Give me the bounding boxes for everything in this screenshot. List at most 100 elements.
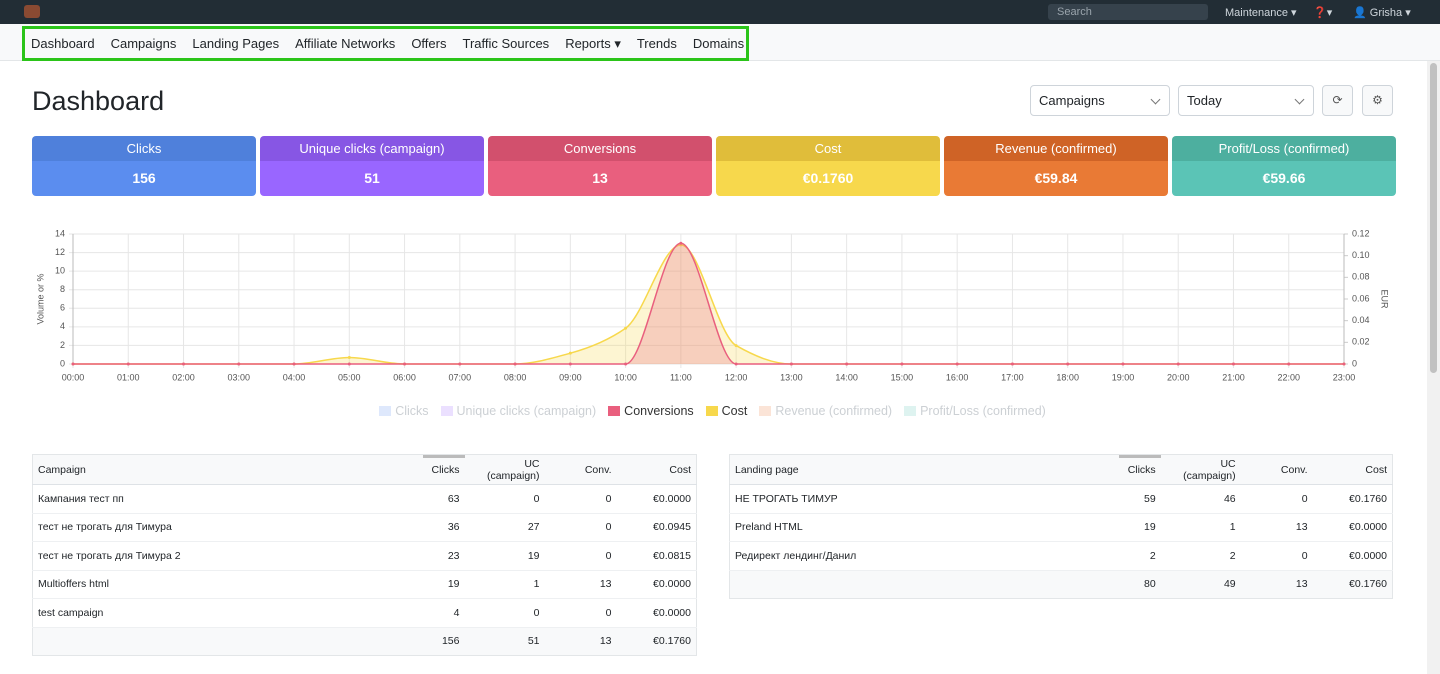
nav-link[interactable]: Campaigns <box>110 36 177 51</box>
nav-link[interactable]: Reports ▾ <box>565 35 621 51</box>
point <box>1066 362 1070 366</box>
table-cell: Multioffers html <box>32 569 423 599</box>
card-label: Clicks <box>32 136 256 161</box>
x-tick-label: 01:00 <box>117 372 140 382</box>
column-header[interactable]: Cost <box>1312 454 1393 485</box>
legend-label: Cost <box>721 404 748 418</box>
point <box>734 362 738 366</box>
table-cell: 1 <box>1160 512 1241 542</box>
column-header[interactable]: Clicks <box>422 454 465 485</box>
x-tick-label: 12:00 <box>725 372 748 382</box>
user-menu[interactable]: 👤 Grisha ▾ <box>1353 7 1411 19</box>
x-tick-label: 14:00 <box>835 372 858 382</box>
table-row: НЕ ТРОГАТЬ ТИМУР 59 46 0 €0.1760 <box>729 484 1393 513</box>
column-header[interactable]: UC (campaign) <box>464 454 545 485</box>
point <box>126 362 130 366</box>
settings-button[interactable]: ⚙ <box>1362 85 1393 116</box>
table-cell: €0.1760 <box>1312 484 1393 513</box>
x-tick-label: 05:00 <box>338 372 361 382</box>
menu-label: Grisha <box>1369 7 1403 19</box>
point <box>624 326 628 330</box>
point <box>513 362 517 366</box>
legend: Clicks Unique clicks (campaign) Conversion… <box>0 404 1425 418</box>
table-cell: Редирект лендинг/Данил <box>729 541 1119 570</box>
maintenance-menu[interactable]: Maintenance ▾ <box>1225 7 1297 19</box>
menu-label: Maintenance <box>1225 7 1288 19</box>
table-cell: тест не трогать для Тимура <box>32 512 423 542</box>
nav-link[interactable]: Dashboard <box>31 36 95 51</box>
total-row: 80 49 13 €0.1760 <box>729 569 1393 599</box>
y2-tick-label: 0.06 <box>1352 293 1370 303</box>
table-cell: 0 <box>1240 484 1313 513</box>
table-cell: €0.0000 <box>616 569 697 599</box>
table-cell: НЕ ТРОГАТЬ ТИМУР <box>729 484 1119 513</box>
point <box>1231 362 1235 366</box>
nav-link[interactable]: Domains <box>692 36 745 51</box>
column-header[interactable]: Cost <box>616 454 697 485</box>
search-input[interactable]: Search <box>1048 4 1208 20</box>
point <box>458 362 462 366</box>
legend-label: Unique clicks (campaign) <box>456 404 597 418</box>
table-cell: €0.0000 <box>1312 512 1393 542</box>
y-tick-label: 0 <box>60 358 65 368</box>
table-cell: 1 <box>464 569 545 599</box>
logo[interactable] <box>24 5 40 18</box>
x-tick-label: 16:00 <box>946 372 969 382</box>
table-cell: €0.0000 <box>1312 541 1393 570</box>
card-value: 13 <box>488 161 712 196</box>
legend-item[interactable]: Clicks <box>379 404 429 418</box>
nav-link[interactable]: Traffic Sources <box>462 36 550 51</box>
column-header[interactable]: Landing page <box>729 454 1119 485</box>
x-tick-label: 23:00 <box>1333 372 1356 382</box>
legend-label: Profit/Loss (confirmed) <box>920 404 1046 418</box>
table-cell: Preland HTML <box>729 512 1119 542</box>
y2-tick-label: 0.08 <box>1352 272 1370 282</box>
nav-link[interactable]: Trends <box>636 36 677 51</box>
legend-swatch <box>379 406 392 416</box>
period-select[interactable]: Today <box>1178 85 1314 116</box>
card-label: Profit/Loss (confirmed) <box>1172 136 1396 161</box>
column-header[interactable]: Conv. <box>1240 454 1313 485</box>
x-tick-label: 22:00 <box>1277 372 1300 382</box>
nav-link[interactable]: Landing Pages <box>192 36 280 51</box>
help-menu[interactable]: ❓▾ <box>1313 7 1333 19</box>
x-tick-label: 09:00 <box>559 372 582 382</box>
legend-item[interactable]: Conversions <box>608 404 694 418</box>
table-cell: 46 <box>1160 484 1241 513</box>
point <box>568 351 572 355</box>
stat-card: Revenue (confirmed) €59.84 <box>944 136 1168 196</box>
legend-label: Revenue (confirmed) <box>775 404 893 418</box>
table-cell: 0 <box>464 484 545 513</box>
x-tick-label: 19:00 <box>1112 372 1135 382</box>
legend-item[interactable]: Unique clicks (campaign) <box>440 404 597 418</box>
column-header[interactable]: Conv. <box>544 454 617 485</box>
column-header[interactable]: Clicks <box>1118 454 1161 485</box>
point <box>292 362 296 366</box>
table-cell: 2 <box>1118 541 1161 570</box>
total-cell: 156 <box>422 626 465 656</box>
nav-link[interactable]: Offers <box>411 36 447 51</box>
legend-item[interactable]: Profit/Loss (confirmed) <box>904 404 1046 418</box>
x-tick-label: 10:00 <box>614 372 637 382</box>
legend-item[interactable]: Revenue (confirmed) <box>759 404 892 418</box>
refresh-button[interactable]: ⟳ <box>1322 85 1353 116</box>
legend-item[interactable]: Cost <box>705 404 748 418</box>
scrollbar[interactable] <box>1427 61 1440 674</box>
point <box>568 362 572 366</box>
campaign-table: Campaign Clicks UC (campaign) Conv. Cost Камп… <box>32 454 697 656</box>
point <box>403 362 407 366</box>
column-header[interactable]: Campaign <box>32 454 423 485</box>
point <box>1010 362 1014 366</box>
table-cell: €0.0000 <box>616 598 697 627</box>
x-tick-label: 02:00 <box>172 372 195 382</box>
y-tick-label: 6 <box>60 303 65 313</box>
entity-select[interactable]: Campaigns <box>1030 85 1170 116</box>
column-header[interactable]: UC (campaign) <box>1160 454 1241 485</box>
table-cell: €0.0815 <box>616 541 697 570</box>
table-cell: 4 <box>422 598 465 627</box>
total-cell: 13 <box>1240 569 1313 599</box>
card-value: €59.66 <box>1172 161 1396 196</box>
table-cell: 0 <box>544 484 617 513</box>
table-row: Редирект лендинг/Данил 2 2 0 €0.0000 <box>729 541 1393 570</box>
nav-link[interactable]: Affiliate Networks <box>295 36 396 51</box>
